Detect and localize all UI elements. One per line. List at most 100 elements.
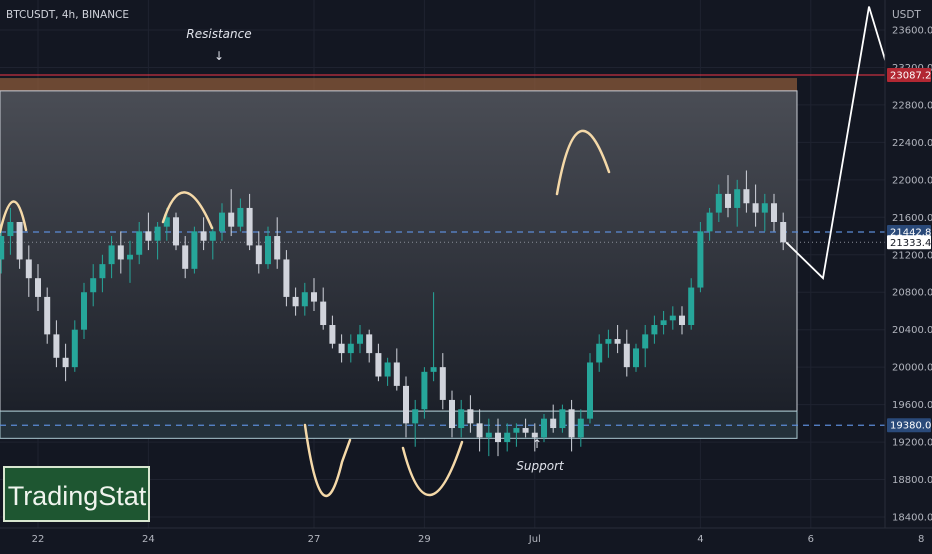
candle-body bbox=[375, 353, 382, 377]
candle-body bbox=[274, 236, 281, 260]
candle bbox=[449, 390, 455, 438]
candle-body bbox=[71, 329, 78, 368]
candle-body bbox=[449, 399, 455, 429]
candle-body bbox=[688, 287, 695, 326]
candle-body bbox=[421, 371, 428, 410]
candle bbox=[200, 217, 207, 251]
candle bbox=[725, 175, 731, 218]
candle bbox=[274, 217, 281, 269]
y-tick-label: 19200.00 bbox=[892, 438, 932, 449]
candle bbox=[504, 423, 511, 452]
candle-body bbox=[743, 189, 750, 204]
candle-body bbox=[117, 245, 124, 260]
candle bbox=[577, 409, 584, 447]
candle-body bbox=[605, 339, 612, 344]
candle-body bbox=[62, 357, 69, 368]
candle bbox=[71, 320, 78, 372]
resistance-zone bbox=[0, 78, 797, 91]
candle bbox=[384, 357, 391, 386]
candle-body bbox=[495, 432, 501, 443]
pattern-curve-left-shoulder-2 bbox=[161, 191, 214, 230]
candle-body bbox=[393, 362, 400, 386]
candle bbox=[458, 399, 465, 438]
candle-body bbox=[568, 409, 575, 438]
candle-body bbox=[145, 231, 152, 241]
candle bbox=[623, 329, 630, 377]
candle-body bbox=[669, 315, 676, 321]
candle-body bbox=[761, 203, 768, 213]
candle-body bbox=[283, 259, 290, 297]
candle bbox=[81, 282, 87, 340]
candle-body bbox=[127, 254, 133, 260]
y-tick-label: 22400.00 bbox=[892, 138, 932, 149]
y-tick-label: 22800.00 bbox=[892, 100, 932, 111]
x-tick-label: 29 bbox=[418, 534, 431, 545]
y-tick-label: 21600.00 bbox=[892, 213, 932, 224]
candle-body bbox=[559, 409, 566, 429]
candle bbox=[513, 423, 520, 447]
candle bbox=[614, 325, 621, 354]
candle-body bbox=[108, 245, 115, 265]
tradingstat-watermark: TradingStat bbox=[3, 466, 150, 522]
candle bbox=[485, 418, 492, 457]
y-tick-label: 20800.00 bbox=[892, 288, 932, 299]
candle-body bbox=[320, 301, 327, 326]
candle-body bbox=[154, 226, 161, 241]
candle bbox=[90, 264, 97, 307]
x-tick-label: Jul bbox=[528, 534, 541, 545]
candle bbox=[99, 254, 106, 293]
candle-body bbox=[265, 236, 271, 265]
candle-body bbox=[467, 409, 474, 424]
candle-body bbox=[476, 423, 483, 438]
candle-body bbox=[614, 339, 621, 344]
candle-body bbox=[44, 296, 51, 335]
watermark-text: TradingStat bbox=[8, 481, 147, 511]
candle bbox=[237, 198, 244, 232]
price-label-bg bbox=[887, 68, 931, 83]
candle-body bbox=[16, 221, 23, 260]
candle bbox=[587, 353, 593, 424]
candle bbox=[283, 250, 290, 307]
candle-body bbox=[81, 292, 87, 330]
candle bbox=[660, 310, 667, 335]
resistance-label: Resistance bbox=[186, 27, 251, 41]
candle-body bbox=[292, 296, 299, 307]
candle bbox=[688, 278, 695, 330]
candle-body bbox=[771, 203, 777, 222]
range-box bbox=[0, 90, 798, 412]
candle bbox=[531, 423, 538, 452]
price-axis-panel bbox=[885, 0, 932, 550]
price-label-text: 23087.25 bbox=[890, 71, 932, 82]
candle bbox=[605, 329, 612, 358]
candle bbox=[117, 231, 124, 274]
price-label-resistance: 23087.25 bbox=[887, 68, 932, 83]
candle bbox=[596, 334, 603, 372]
candle bbox=[255, 231, 262, 274]
candle-body bbox=[780, 221, 787, 243]
candle-body bbox=[596, 343, 603, 363]
candle-body bbox=[35, 278, 41, 297]
candle bbox=[62, 343, 69, 382]
candle-body bbox=[651, 325, 658, 335]
candle-body bbox=[53, 334, 60, 358]
candle bbox=[761, 193, 768, 232]
y-tick-label: 18800.00 bbox=[892, 475, 932, 486]
candle-body bbox=[237, 207, 244, 227]
candle-body bbox=[255, 245, 262, 265]
candle bbox=[347, 334, 354, 363]
candle bbox=[246, 193, 253, 251]
candle bbox=[173, 212, 179, 251]
candle bbox=[7, 207, 14, 255]
candle-body bbox=[633, 348, 639, 368]
candle bbox=[439, 353, 446, 410]
candle bbox=[108, 236, 115, 279]
candle bbox=[292, 287, 299, 316]
candle-body bbox=[182, 245, 189, 269]
candle-body bbox=[412, 409, 419, 424]
candle-body bbox=[219, 212, 225, 232]
candle-body bbox=[163, 217, 170, 227]
candle-body bbox=[679, 315, 685, 326]
y-tick-label: 18400.00 bbox=[892, 513, 932, 524]
price-label-text: 21333.44 bbox=[890, 238, 932, 249]
